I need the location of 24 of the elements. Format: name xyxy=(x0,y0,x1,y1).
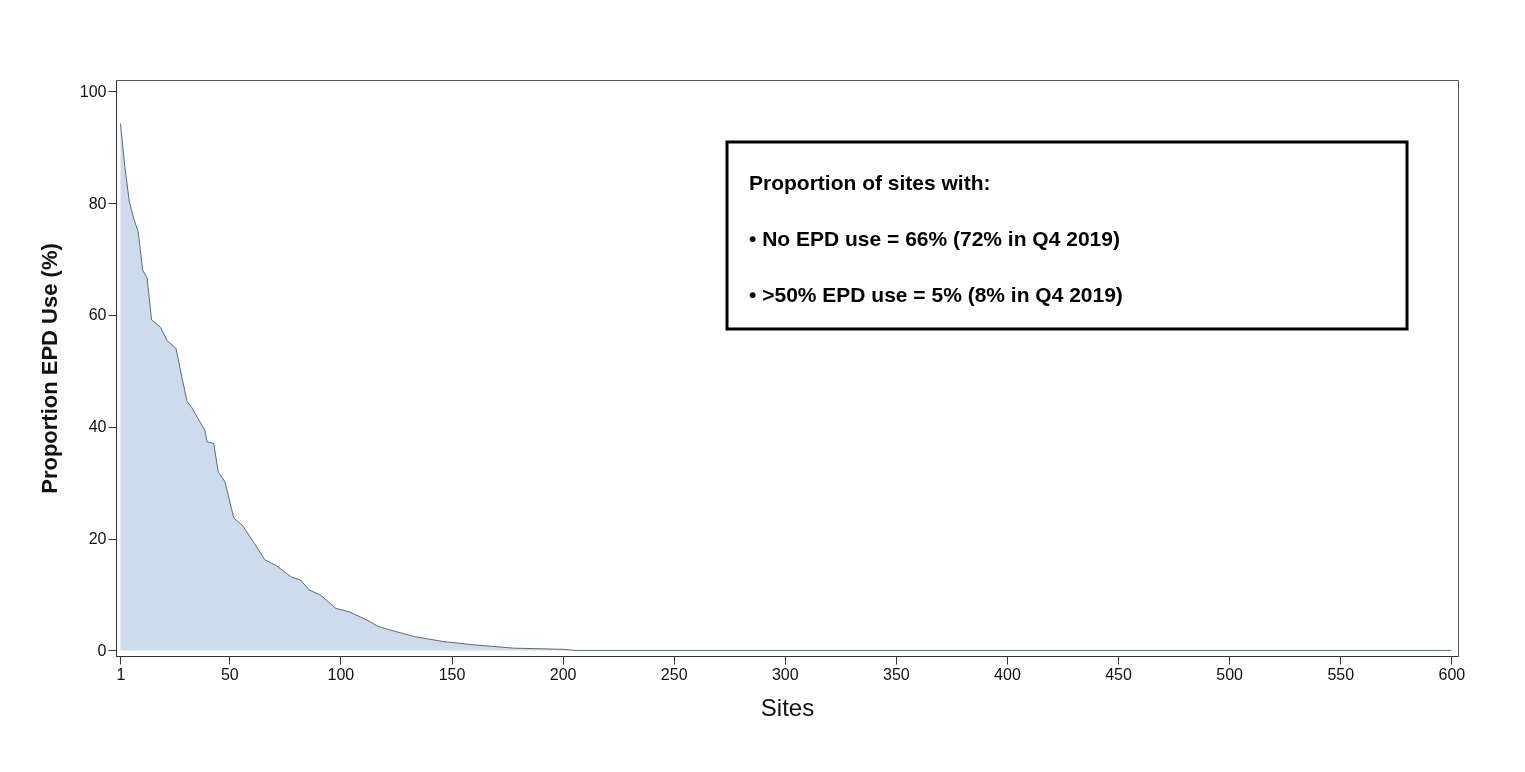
x-tick-label: 350 xyxy=(883,665,910,683)
x-axis-title: Sites xyxy=(760,693,815,721)
x-tick-label: 400 xyxy=(994,665,1021,683)
annotation: • >50% EPD use = 5% (8% in Q4 2019) xyxy=(749,283,1123,306)
x-tick-label: 500 xyxy=(1216,665,1244,683)
x-tick-label: 50 xyxy=(220,665,239,683)
x-tick-label: 200 xyxy=(549,665,577,683)
x-tick-label: 600 xyxy=(1438,665,1466,683)
x-tick-label: 300 xyxy=(771,665,799,683)
y-tick-label: 0 xyxy=(97,641,107,659)
y-axis-title: Proportion EPD Use (%) xyxy=(36,243,62,494)
x-tick-label: 250 xyxy=(660,665,688,683)
x-tick-label: 450 xyxy=(1105,665,1132,683)
y-tick-label: 60 xyxy=(88,306,107,324)
y-tick-label: 100 xyxy=(79,82,107,100)
x-tick-label: 1 xyxy=(116,665,126,683)
x-tick-label: 150 xyxy=(438,665,466,683)
annotation: Proportion of sites with: xyxy=(749,171,991,194)
annotation: • No EPD use = 66% (72% in Q4 2019) xyxy=(749,227,1120,250)
y-tick-label: 80 xyxy=(88,194,107,212)
y-tick-label: 40 xyxy=(88,418,107,436)
x-tick-label: 100 xyxy=(327,665,355,683)
y-tick-label: 20 xyxy=(88,530,107,548)
x-tick-label: 550 xyxy=(1327,665,1355,683)
